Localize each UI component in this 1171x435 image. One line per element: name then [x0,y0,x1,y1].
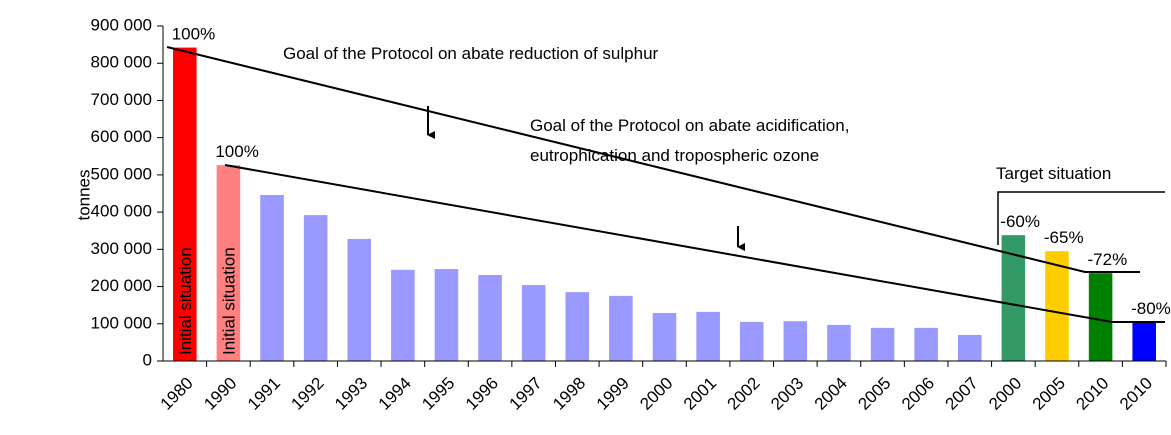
sulphur-goal-line [166,46,1140,273]
y-tick-label: 300 000 [91,239,152,258]
bar [1132,321,1156,361]
bar [870,327,895,361]
inside-label: Initial situation [176,247,195,355]
x-tick-label: 2000 [985,374,1025,414]
annotation: Goal of the Protocol on abate reduction … [283,44,659,63]
x-tick-label: 2010 [1116,374,1156,414]
x-tick-label: 2006 [898,374,938,414]
x-tick-label: 2005 [1029,374,1069,414]
bar [521,285,546,361]
bar [957,334,982,361]
bar [391,269,415,361]
bar-annotation: -65% [1044,228,1084,247]
y-tick-label: 700 000 [91,90,152,109]
x-tick-label: 1980 [157,374,197,414]
x-tick-label: 1994 [375,374,415,414]
x-tick-label: 2004 [811,374,851,414]
x-tick-label: 1996 [462,374,502,414]
bar [609,295,633,361]
bar-annotation: -80% [1131,299,1171,318]
x-tick-label: 2005 [854,374,894,414]
bar [739,321,764,361]
bar [478,275,502,361]
acidification-goal-line [224,164,1165,323]
bar-annotation: 100% [172,25,215,44]
bar-annotation: -72% [1088,250,1128,269]
x-tick-label: 1998 [549,374,589,414]
annotation: Target situation [996,164,1111,183]
bar [914,327,938,361]
bar [260,194,284,361]
x-tick-label: 1999 [593,374,633,414]
bar [696,311,720,361]
y-tick-label: 0 [143,350,152,369]
bar [783,321,808,361]
y-tick-label: 600 000 [91,127,152,146]
bar [652,312,677,361]
bar [1045,251,1069,361]
bar [565,292,590,361]
bar-annotation: 100% [215,142,258,161]
annotation: eutrophication and tropospheric ozone [530,146,819,165]
x-tick-label: 1993 [331,374,371,414]
goal-lines [166,46,1165,323]
x-tick-label: 2010 [1072,374,1112,414]
x-tick-label: 1992 [287,374,327,414]
bar [303,215,328,361]
bar [173,47,197,361]
bar [434,269,459,361]
y-tick-label: 400 000 [91,202,152,221]
x-tick-label: 2001 [680,374,720,414]
y-tick-label: 500 000 [91,164,152,183]
x-tick-label: 2003 [767,374,807,414]
inside-label: Initial situation [219,247,238,355]
x-tick-label: 1991 [244,374,284,414]
bar [1088,273,1113,361]
y-tick-label: 900 000 [91,15,152,34]
bar [827,324,851,361]
x-tick-label: 1997 [505,374,545,414]
target-bracket [997,191,1165,245]
y-tick-label: 200 000 [91,276,152,295]
bar-annotation: -60% [1000,212,1040,231]
y-axis-label: tonnes [74,169,93,220]
bar [1001,235,1026,361]
x-tick-label: 1990 [200,374,240,414]
y-tick-label: 100 000 [91,313,152,332]
bar [216,165,241,361]
y-tick-label: 800 000 [91,53,152,72]
x-tick-label: 1995 [418,374,458,414]
annotation: Goal of the Protocol on abate acidificat… [530,116,849,135]
x-tick-label: 2002 [724,374,764,414]
x-tick-label: 2000 [636,374,676,414]
x-tick-label: 2007 [942,374,982,414]
bar [347,238,372,361]
